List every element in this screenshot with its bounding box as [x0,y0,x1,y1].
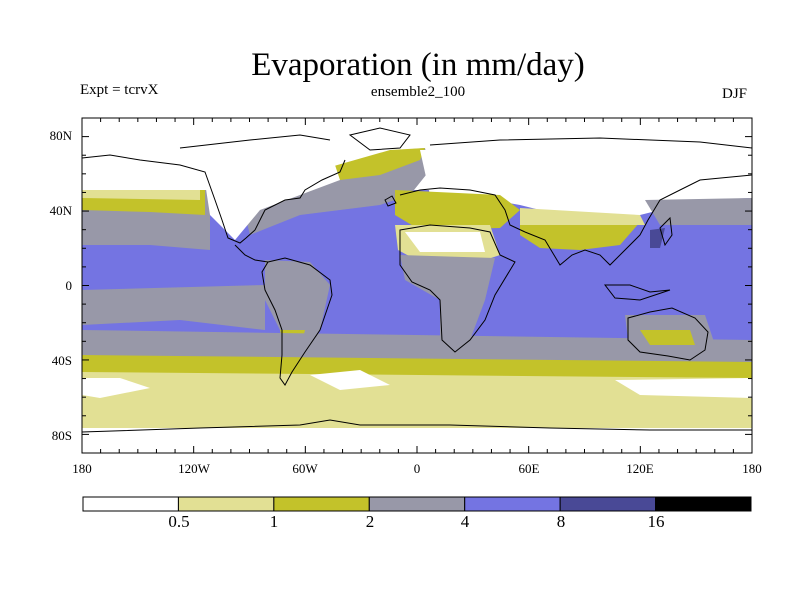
colorbar-swatch [368,496,466,512]
colorbar-label-2: 2 [365,512,375,531]
field-nwpac-2-4 [645,198,752,225]
ytick-40n: 40N [49,203,72,218]
coast-arctic-america [179,134,331,149]
coast-antarctica [82,419,752,433]
coast-namerica [82,154,346,244]
field-namerica [200,140,340,240]
field-south-05-1 [82,372,752,430]
field-australia-inner [640,330,695,345]
ytick-0: 0 [65,278,73,293]
field-epac-2-4 [82,285,265,330]
colorbar-label-0-5: 0.5 [168,512,190,531]
field-sasia-05-1 [520,208,645,225]
field-med-1-2 [395,190,520,230]
coast-greenland [348,127,411,151]
coast-samerica [261,257,333,386]
colorbar-swatch [464,496,561,512]
coast-arctic-eurasia [429,137,752,149]
coast-australia [627,307,709,361]
xtick-180w: 180 [72,461,92,476]
season-label: DJF [722,86,748,102]
colorbar-swatch [177,496,275,512]
coast-asia [524,174,752,266]
xtick-180e: 180 [742,461,762,476]
axis-ticks [81,117,753,454]
coast-europe [399,187,526,233]
colorbar [82,496,752,512]
field-sahara-low [405,232,485,252]
evaporation-field [82,118,752,453]
colorbar-swatch [273,496,370,512]
colorbar-swatch [82,496,179,512]
coast-indonesia [603,284,671,301]
field-samerica [265,260,330,385]
field-south-low-3 [615,378,752,398]
colorbar-label-1: 1 [269,512,279,531]
experiment-label: Expt = tcrvX [80,82,159,98]
coast-africa [399,224,516,353]
ensemble-label: ensemble2_100 [370,84,466,100]
xtick-120w: 120W [178,461,210,476]
coastlines [82,127,752,433]
coast-japan [659,216,673,247]
colorbar-label-4: 4 [460,512,470,531]
field-south-low-2 [310,370,390,390]
ytick-80n: 80N [49,128,72,143]
xtick-60e: 60E [518,461,540,476]
colorbar-swatch [655,496,752,512]
colorbar-label-16: 16 [647,512,665,531]
field-npac-05-1 [82,190,200,200]
page-title: Evaporation (in mm/day) [251,47,585,83]
ytick-80s: 80S [51,428,72,443]
colorbar-swatch [559,496,657,512]
field-africa [400,255,495,352]
xtick-120e: 120E [626,461,654,476]
colorbar-label-8: 8 [556,512,566,531]
coast-camerica [234,244,269,263]
ytick-40s: 40S [51,353,72,368]
xtick-0: 0 [413,461,421,476]
field-south-low-1 [82,378,150,398]
xtick-60w: 60W [292,461,318,476]
coast-britain [384,195,397,207]
